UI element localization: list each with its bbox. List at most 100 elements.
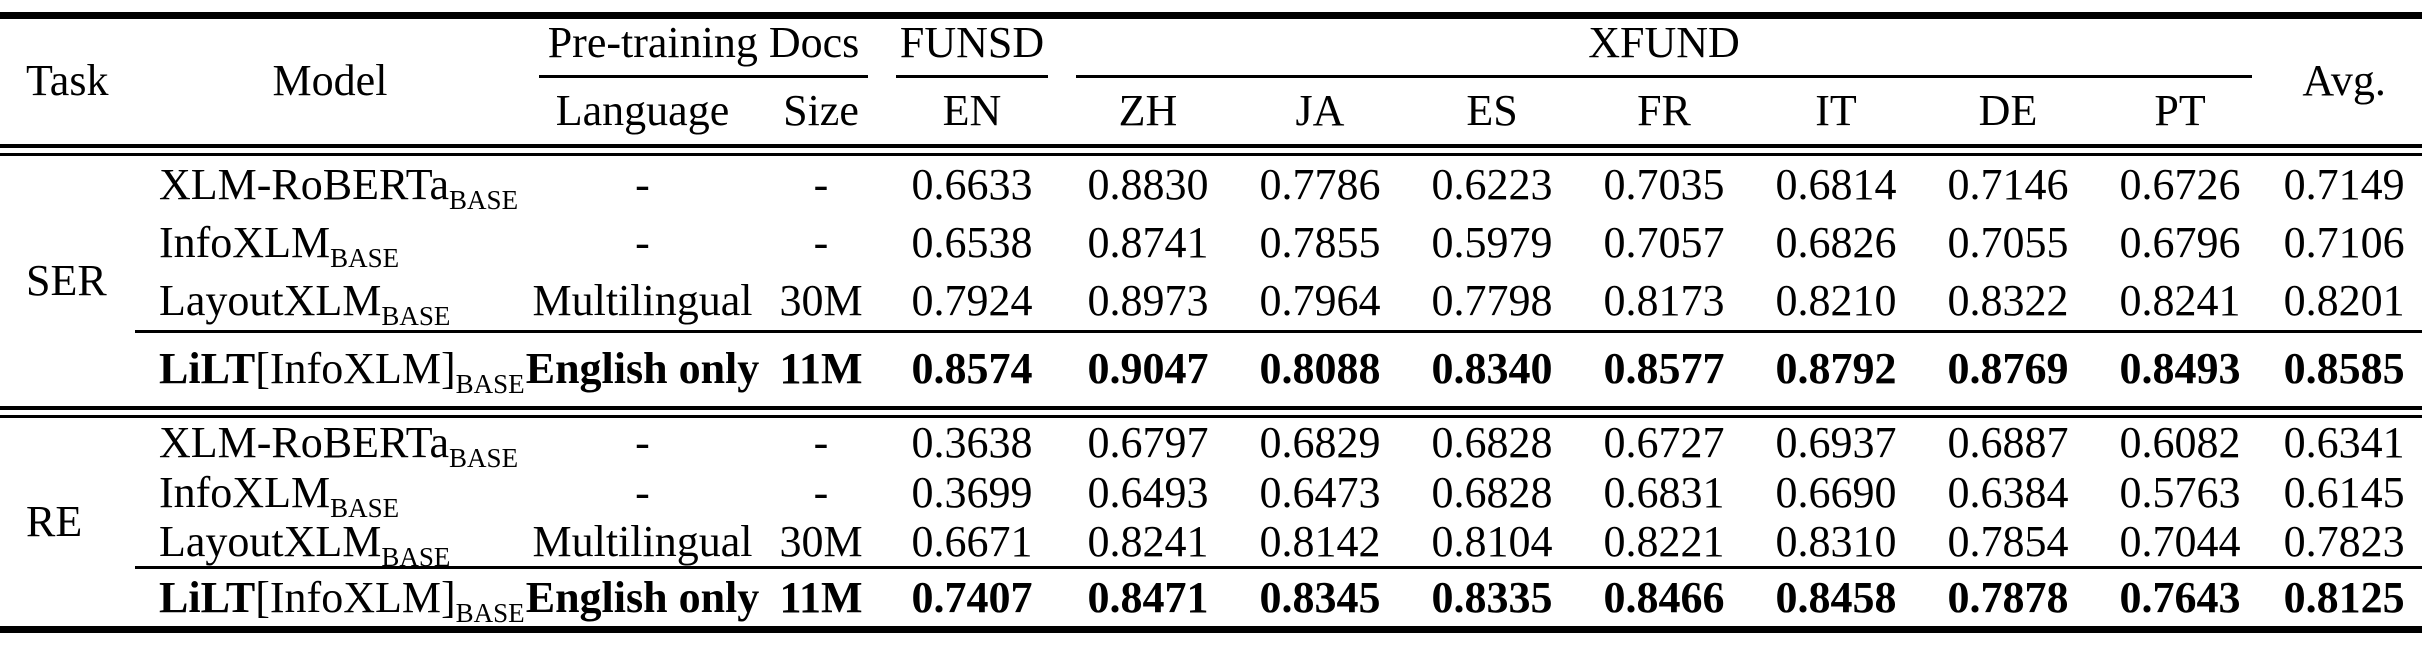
score-pt: 0.6082 xyxy=(2119,417,2241,467)
model-cell: XLM-RoBERTaBASE xyxy=(159,417,519,473)
score-ja: 0.7964 xyxy=(1259,275,1381,325)
section-double-rule xyxy=(0,405,2422,418)
score-fr: 0.8466 xyxy=(1578,566,1750,630)
score-avg: 0.6341 xyxy=(2283,417,2405,467)
score-ja: 0.8088 xyxy=(1234,330,1406,406)
header-pretraining-docs-label: Pre-training Docs xyxy=(547,17,860,67)
score-zh: 0.8241 xyxy=(1087,516,1209,566)
score-pt: 0.8241 xyxy=(2119,275,2241,325)
score-pt: 0.7643 xyxy=(2094,566,2267,630)
score-avg: 0.8201 xyxy=(2283,275,2405,325)
size-cell: 11M xyxy=(760,566,882,630)
task-label-re: RE xyxy=(26,496,83,546)
score-it: 0.8792 xyxy=(1750,330,1922,406)
language-cell: - xyxy=(635,159,650,209)
score-fr: 0.6831 xyxy=(1603,467,1725,517)
language-cell: Multilingual xyxy=(532,516,753,566)
score-de: 0.8322 xyxy=(1947,275,2069,325)
score-es: 0.6223 xyxy=(1431,159,1553,209)
size-cell: - xyxy=(813,417,829,467)
score-fr: 0.7035 xyxy=(1603,159,1725,209)
results-table: Task Model Pre-training Docs FUNSD XFUND… xyxy=(0,12,2422,633)
score-avg: 0.7823 xyxy=(2283,516,2405,566)
score-it: 0.8458 xyxy=(1750,566,1922,630)
score-it: 0.6814 xyxy=(1775,159,1897,209)
size-cell: - xyxy=(813,217,829,267)
score-es: 0.8340 xyxy=(1406,330,1578,406)
size-cell: - xyxy=(813,467,829,517)
header-lang-en: EN xyxy=(942,85,1002,135)
score-fr: 0.8221 xyxy=(1603,516,1725,566)
score-it: 0.6826 xyxy=(1775,217,1897,267)
size-cell: 30M xyxy=(779,516,863,566)
score-avg: 0.6145 xyxy=(2283,467,2405,517)
model-cell: XLM-RoBERTaBASE xyxy=(159,159,519,215)
score-pt: 0.5763 xyxy=(2119,467,2241,517)
header-lang-it: IT xyxy=(1815,85,1857,135)
score-pt: 0.8493 xyxy=(2094,330,2267,406)
model-cell: LayoutXLMBASE xyxy=(159,516,451,572)
header-lang-fr: FR xyxy=(1637,85,1691,135)
score-es: 0.6828 xyxy=(1431,467,1553,517)
score-de: 0.6887 xyxy=(1947,417,2069,467)
score-en: 0.6671 xyxy=(911,516,1033,566)
size-cell: 30M xyxy=(779,275,863,325)
model-cell: LiLT[InfoXLM]BASE xyxy=(135,566,525,630)
language-cell: English only xyxy=(525,330,760,406)
score-avg: 0.7149 xyxy=(2283,159,2405,209)
score-fr: 0.6727 xyxy=(1603,417,1725,467)
score-es: 0.6828 xyxy=(1431,417,1553,467)
header-double-rule xyxy=(0,143,2422,156)
score-zh: 0.8741 xyxy=(1087,217,1209,267)
score-zh: 0.9047 xyxy=(1062,330,1234,406)
score-en: 0.3699 xyxy=(911,467,1033,517)
language-cell: - xyxy=(635,467,650,517)
score-avg: 0.8125 xyxy=(2266,566,2422,630)
double-rule-line xyxy=(0,143,2422,156)
table-row-ser-infoxlm: InfoXLMBASE - - 0.6538 0.8741 0.7855 0.5… xyxy=(0,214,2422,272)
score-ja: 0.7855 xyxy=(1259,217,1381,267)
score-de: 0.7878 xyxy=(1922,566,2094,630)
header-model: Model xyxy=(272,56,388,106)
score-en: 0.8574 xyxy=(882,330,1062,406)
header-size: Size xyxy=(783,85,859,135)
score-avg: 0.7106 xyxy=(2283,217,2405,267)
language-cell: Multilingual xyxy=(532,275,753,325)
score-en: 0.6538 xyxy=(911,217,1033,267)
header-lang-de: DE xyxy=(1978,85,2038,135)
table-row-ser-lilt: LiLT[InfoXLM]BASE English only 11M 0.857… xyxy=(0,330,2422,406)
score-avg: 0.8585 xyxy=(2266,330,2422,406)
table-row-ser-xlm-roberta: SER XLM-RoBERTaBASE - - 0.6633 0.8830 0.… xyxy=(0,156,2422,302)
score-zh: 0.8830 xyxy=(1087,159,1209,209)
header-funsd-label: FUNSD xyxy=(899,17,1045,67)
score-pt: 0.7044 xyxy=(2119,516,2241,566)
score-ja: 0.8142 xyxy=(1259,516,1381,566)
table-row-re-layoutxlm: LayoutXLMBASE Multilingual 30M 0.6671 0.… xyxy=(0,516,2422,572)
table-row-re-xlm-roberta: RE XLM-RoBERTaBASE - - 0.3638 0.6797 0.6… xyxy=(0,417,2422,543)
score-de: 0.7055 xyxy=(1947,217,2069,267)
score-it: 0.8210 xyxy=(1775,275,1897,325)
model-cell: InfoXLMBASE xyxy=(159,467,400,523)
score-en: 0.6633 xyxy=(911,159,1033,209)
size-cell: - xyxy=(813,159,829,209)
score-fr: 0.7057 xyxy=(1603,217,1725,267)
double-rule-line xyxy=(0,405,2422,418)
score-es: 0.5979 xyxy=(1431,217,1553,267)
score-fr: 0.8577 xyxy=(1578,330,1750,406)
model-cell: InfoXLMBASE xyxy=(159,217,400,273)
pretraining-docs-rule xyxy=(539,74,868,78)
score-pt: 0.6726 xyxy=(2119,159,2241,209)
score-it: 0.8310 xyxy=(1775,516,1897,566)
header-xfund-label: XFUND xyxy=(1588,17,1740,67)
score-it: 0.6690 xyxy=(1775,467,1897,517)
header-lang-es: ES xyxy=(1466,85,1518,135)
score-zh: 0.8471 xyxy=(1062,566,1234,630)
score-fr: 0.8173 xyxy=(1603,275,1725,325)
score-es: 0.7798 xyxy=(1431,275,1553,325)
score-en: 0.3638 xyxy=(911,417,1033,467)
score-de: 0.7146 xyxy=(1947,159,2069,209)
score-es: 0.8104 xyxy=(1431,516,1553,566)
score-de: 0.6384 xyxy=(1947,467,2069,517)
score-zh: 0.8973 xyxy=(1087,275,1209,325)
score-zh: 0.6797 xyxy=(1087,417,1209,467)
